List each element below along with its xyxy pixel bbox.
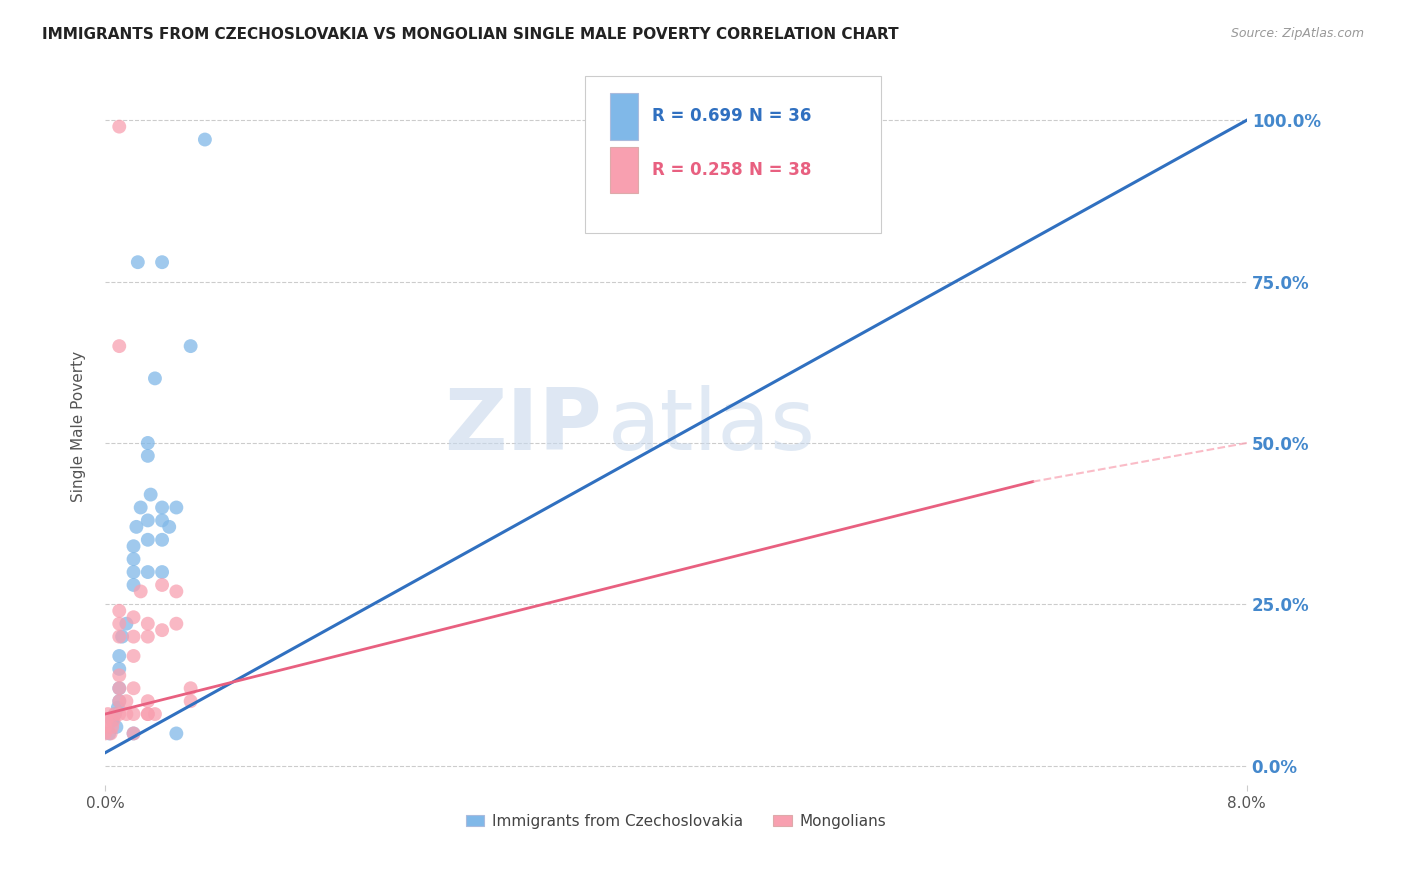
- Point: [108, 694, 131, 708]
- Point: [115, 694, 138, 708]
- Point: [107, 700, 129, 714]
- Point: [122, 610, 145, 624]
- Point: [129, 584, 152, 599]
- Point: [165, 500, 187, 515]
- Point: [101, 714, 124, 728]
- Point: [108, 707, 131, 722]
- Point: [125, 520, 148, 534]
- Text: R = 0.258: R = 0.258: [652, 161, 742, 179]
- Point: [122, 726, 145, 740]
- Point: [100, 726, 122, 740]
- Point: [122, 630, 145, 644]
- Point: [115, 616, 138, 631]
- Point: [139, 487, 162, 501]
- Point: [136, 513, 159, 527]
- Point: [108, 681, 131, 696]
- Point: [108, 339, 131, 353]
- Point: [150, 533, 173, 547]
- Point: [104, 707, 127, 722]
- Point: [150, 255, 173, 269]
- Point: [98, 726, 121, 740]
- Text: Source: ZipAtlas.com: Source: ZipAtlas.com: [1230, 27, 1364, 40]
- Point: [108, 630, 131, 644]
- Text: IMMIGRANTS FROM CZECHOSLOVAKIA VS MONGOLIAN SINGLE MALE POVERTY CORRELATION CHAR: IMMIGRANTS FROM CZECHOSLOVAKIA VS MONGOL…: [42, 27, 898, 42]
- Text: N = 36: N = 36: [749, 107, 811, 126]
- Point: [122, 648, 145, 663]
- Point: [94, 720, 117, 734]
- Point: [122, 552, 145, 566]
- Point: [94, 726, 117, 740]
- Point: [136, 630, 159, 644]
- Point: [136, 449, 159, 463]
- Point: [180, 681, 202, 696]
- Point: [104, 707, 127, 722]
- Point: [180, 339, 202, 353]
- Point: [150, 513, 173, 527]
- Point: [194, 132, 217, 146]
- Point: [96, 714, 118, 728]
- Point: [105, 720, 128, 734]
- Point: [108, 616, 131, 631]
- Point: [108, 694, 131, 708]
- Point: [165, 584, 187, 599]
- Point: [122, 681, 145, 696]
- Point: [108, 120, 131, 134]
- Point: [136, 616, 159, 631]
- Point: [111, 630, 134, 644]
- Point: [150, 565, 173, 579]
- Point: [136, 436, 159, 450]
- Point: [165, 616, 187, 631]
- Point: [136, 707, 159, 722]
- Point: [136, 565, 159, 579]
- Point: [122, 726, 145, 740]
- Point: [136, 707, 159, 722]
- Point: [129, 500, 152, 515]
- Point: [143, 371, 166, 385]
- Text: N = 38: N = 38: [749, 161, 811, 179]
- Y-axis label: Single Male Poverty: Single Male Poverty: [72, 351, 86, 502]
- Point: [150, 500, 173, 515]
- Point: [108, 604, 131, 618]
- Text: ZIP: ZIP: [444, 385, 602, 468]
- Point: [180, 694, 202, 708]
- Point: [122, 539, 145, 553]
- Point: [122, 565, 145, 579]
- Text: R = 0.699: R = 0.699: [652, 107, 742, 126]
- Point: [115, 707, 138, 722]
- Point: [136, 694, 159, 708]
- Legend: Immigrants from Czechoslovakia, Mongolians: Immigrants from Czechoslovakia, Mongolia…: [460, 807, 893, 835]
- Point: [108, 648, 131, 663]
- Point: [136, 533, 159, 547]
- Point: [143, 707, 166, 722]
- Point: [165, 726, 187, 740]
- Point: [157, 520, 180, 534]
- Point: [101, 720, 124, 734]
- FancyBboxPatch shape: [610, 146, 638, 194]
- Point: [108, 681, 131, 696]
- Point: [103, 714, 125, 728]
- Point: [108, 668, 131, 682]
- Point: [150, 578, 173, 592]
- Point: [97, 707, 120, 722]
- FancyBboxPatch shape: [610, 93, 638, 140]
- Point: [122, 707, 145, 722]
- Point: [122, 578, 145, 592]
- Point: [127, 255, 149, 269]
- Point: [108, 662, 131, 676]
- Point: [150, 623, 173, 637]
- FancyBboxPatch shape: [585, 76, 882, 234]
- Text: atlas: atlas: [607, 385, 815, 468]
